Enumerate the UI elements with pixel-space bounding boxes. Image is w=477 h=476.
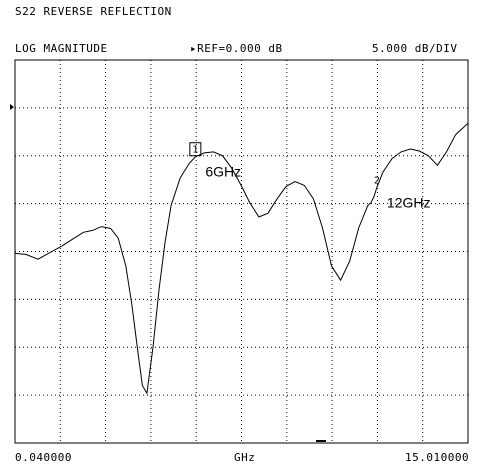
marker-2[interactable]: 2 [374,175,380,186]
marker-1[interactable]: 1 [189,142,202,157]
graticule [15,60,468,443]
frequency-unit: GHz [234,451,256,464]
plot-border [14,59,469,444]
start-frequency[interactable]: 0.040000 [15,451,72,464]
plot-frame [14,59,469,444]
marker-box [189,142,202,157]
marker-1-label: 6GHz [205,164,241,180]
measurement-title: S22 REVERSE REFLECTION [15,5,172,18]
reference-level[interactable]: ▸REF=0.000 dB [190,42,283,55]
display-format: LOG MAGNITUDE [15,42,108,55]
reference-pointer-icon [10,104,14,110]
trace-line [14,122,469,395]
marker-number: 1 [192,145,198,156]
stop-frequency[interactable]: 15.010000 [405,451,470,464]
scale-per-division[interactable]: 5.000 dB/DIV [372,42,458,55]
marker-number: 2 [374,175,380,186]
marker-2-label: 12GHz [387,194,431,210]
